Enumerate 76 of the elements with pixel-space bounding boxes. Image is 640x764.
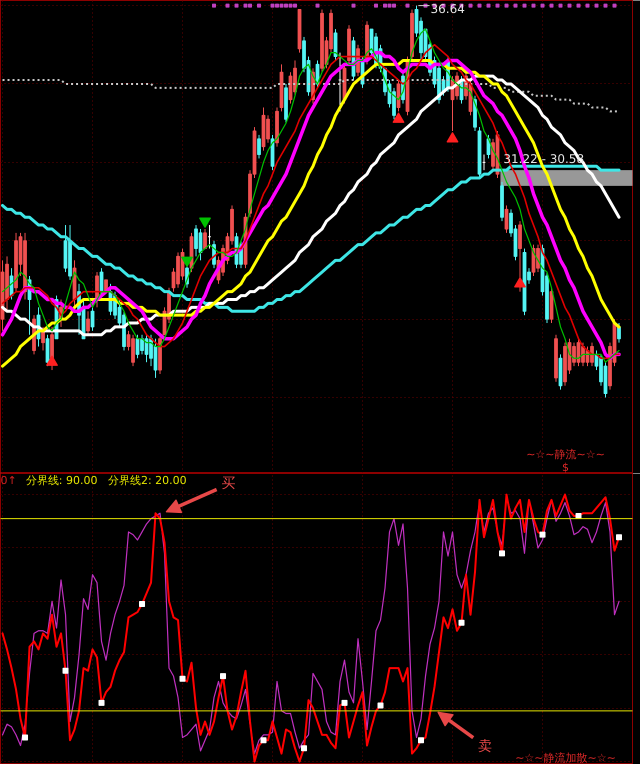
candlestick [504,204,508,234]
point [499,550,506,556]
point [586,4,590,8]
candlestick [10,268,14,300]
point [388,4,392,8]
point [486,4,491,8]
point [532,4,536,8]
point [478,4,482,8]
point [496,4,500,8]
text: ~☆~静流~☆~ [526,448,605,462]
point [392,112,405,123]
candlestick [203,228,207,250]
point [550,4,554,8]
candlestick [50,326,54,371]
candlestick [334,28,338,61]
point [594,4,598,8]
point [234,4,239,8]
point [392,4,396,8]
annotation: 卖 [478,738,492,754]
annotation: ~☆~静流加散~☆~ [515,752,616,764]
point [540,532,546,538]
point [446,132,459,143]
point [220,673,226,680]
point [22,734,28,741]
point [293,4,298,8]
point [342,700,348,706]
point [226,4,230,8]
point [288,4,293,8]
candlestick [518,220,522,292]
text: $ [562,460,570,474]
annotation: 36.64 [430,2,465,16]
text: 买 [222,475,236,492]
point [257,4,262,8]
point [352,4,356,8]
point [576,4,580,8]
text: 分界线2: 20.00 [108,474,187,487]
point [301,745,308,752]
point [260,737,267,744]
point [212,4,216,8]
point [284,4,288,8]
point [514,4,518,8]
point [612,4,616,8]
point [604,4,608,8]
point [62,668,69,674]
candlestick [486,134,490,159]
point [383,4,388,8]
point [616,534,622,540]
candlestick [86,310,90,336]
point [46,355,58,366]
point [514,276,526,288]
point [458,620,465,626]
point [316,4,320,8]
candlestick [396,80,400,112]
point [418,737,424,744]
point [139,601,146,608]
point [98,700,105,706]
point [248,4,252,8]
candlestick [617,322,621,344]
point [406,4,410,8]
point [558,4,563,8]
point [540,4,545,8]
candlestick [90,306,94,332]
point [504,4,509,8]
point [270,4,275,8]
point [180,676,186,682]
point [568,4,572,8]
point [522,4,527,8]
text: 0↑ [0,474,17,487]
point [374,4,378,8]
text: 分界线: 90.00 [26,474,98,487]
point [280,4,284,8]
point [468,4,473,8]
point [275,4,280,8]
point [244,4,248,8]
point [378,702,384,708]
candlestick [257,134,261,159]
